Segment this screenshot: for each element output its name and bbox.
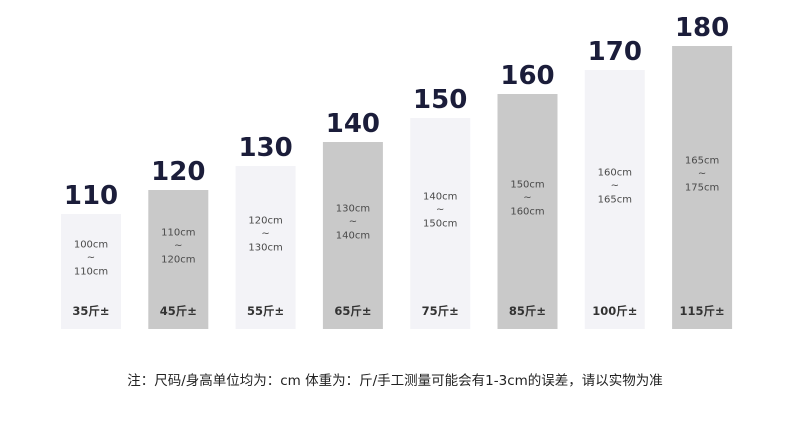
height-tilde-130: ~ <box>261 229 269 240</box>
weight-label-180: 115斤± <box>680 304 725 318</box>
height-to-150: 150cm <box>423 219 457 230</box>
height-tilde-150: ~ <box>436 205 444 216</box>
size-label-130: 130 <box>238 133 292 163</box>
measurement-note: 注：尺码/身高单位均为：cm 体重为：斤/手工测量可能会有1-3cm的误差，请以… <box>127 373 663 389</box>
size-bar-150 <box>410 118 471 329</box>
size-label-110: 110 <box>64 181 118 211</box>
height-from-130: 120cm <box>248 216 282 227</box>
weight-label-120: 45斤± <box>160 304 197 318</box>
size-bar-group-180: 180 165cm ~175cm 115斤± <box>672 13 733 329</box>
size-label-140: 140 <box>326 109 380 139</box>
height-to-170: 165cm <box>598 195 632 206</box>
height-from-140: 130cm <box>336 204 370 215</box>
height-tilde-180: ~ <box>698 169 706 180</box>
size-label-180: 180 <box>675 13 729 43</box>
weight-label-170: 100斤± <box>592 304 637 318</box>
size-bar-160 <box>497 94 558 329</box>
size-bar-170 <box>584 70 645 329</box>
height-tilde-140: ~ <box>349 217 357 228</box>
size-label-160: 160 <box>500 61 554 91</box>
weight-label-110: 35斤± <box>72 304 109 318</box>
height-from-170: 160cm <box>598 168 632 179</box>
height-from-120: 110cm <box>161 228 195 239</box>
height-tilde-170: ~ <box>611 181 619 192</box>
weight-label-140: 65斤± <box>334 304 371 318</box>
height-to-120: 120cm <box>161 255 195 266</box>
height-from-160: 150cm <box>510 180 544 191</box>
size-bar-120 <box>148 190 209 329</box>
height-tilde-120: ~ <box>174 241 182 252</box>
size-label-150: 150 <box>413 85 467 115</box>
size-bar-group-160: 160 150cm ~160cm 85斤± <box>497 61 558 329</box>
weight-label-160: 85斤± <box>509 304 546 318</box>
height-to-160: 160cm <box>510 207 544 218</box>
size-label-170: 170 <box>588 37 642 67</box>
height-to-110: 110cm <box>74 267 108 278</box>
size-label-120: 120 <box>151 157 205 187</box>
height-to-130: 130cm <box>248 243 282 254</box>
height-to-180: 175cm <box>685 183 719 194</box>
height-from-150: 140cm <box>423 192 457 203</box>
height-from-110: 100cm <box>74 240 108 251</box>
size-bar-130 <box>235 166 296 329</box>
weight-label-130: 55斤± <box>247 304 284 318</box>
size-bar-group-120: 120 110cm ~120cm 45斤± <box>148 157 209 329</box>
size-bar-140 <box>322 142 383 329</box>
height-from-180: 165cm <box>685 156 719 167</box>
weight-label-150: 75斤± <box>422 304 459 318</box>
size-bar-group-130: 130 120cm ~130cm 55斤± <box>235 133 296 329</box>
height-tilde-110: ~ <box>87 253 95 264</box>
height-tilde-160: ~ <box>523 193 531 204</box>
height-to-140: 140cm <box>336 231 370 242</box>
size-bar-group-170: 170 160cm ~165cm 100斤± <box>584 37 645 329</box>
size-bar-group-140: 140 130cm ~140cm 65斤± <box>322 109 383 329</box>
size-bar-group-110: 110 100cm ~110cm 35斤± <box>61 181 121 329</box>
size-bar-180 <box>672 46 733 329</box>
size-bar-110 <box>61 214 121 329</box>
size-bar-group-150: 150 140cm ~150cm 75斤± <box>410 85 471 329</box>
